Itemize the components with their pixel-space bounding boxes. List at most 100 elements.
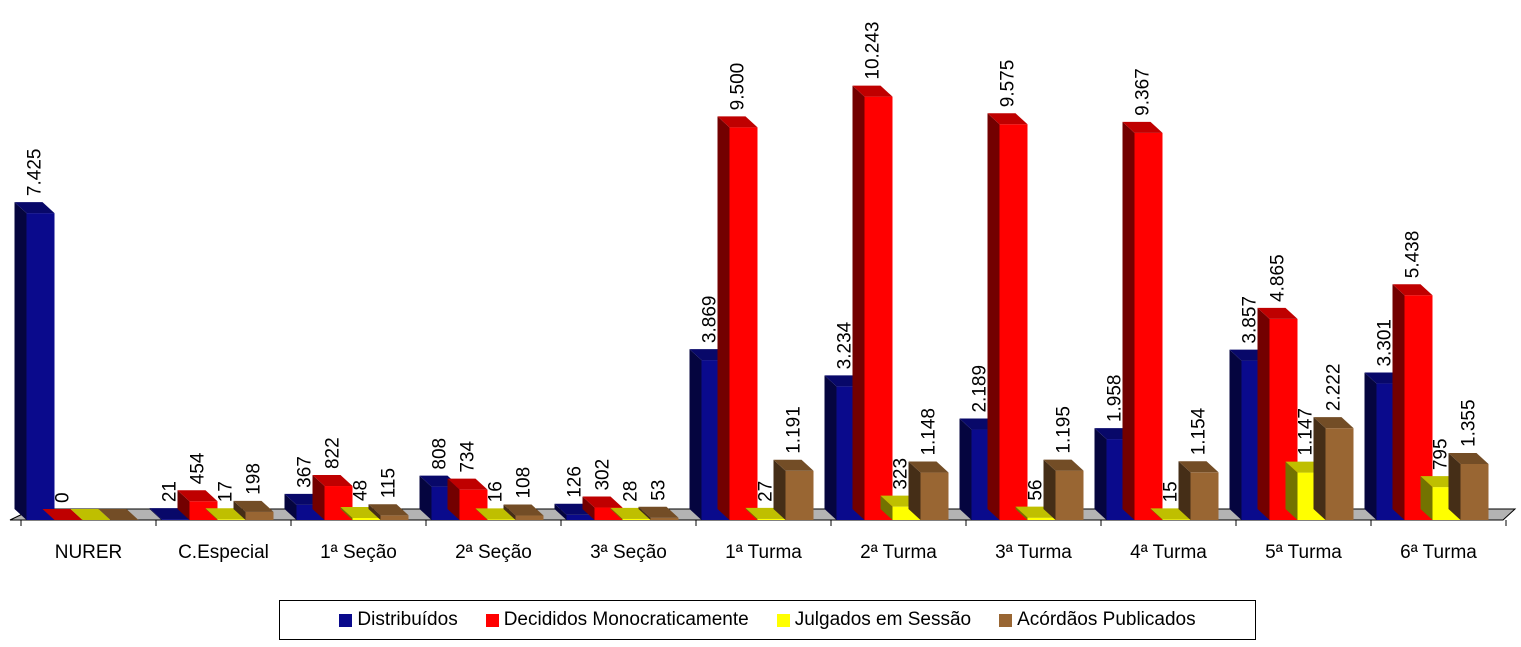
data-label: 0 bbox=[53, 492, 74, 503]
data-label: 21 bbox=[160, 481, 181, 502]
data-label: 2.222 bbox=[1324, 364, 1345, 412]
bar-0-4 bbox=[566, 514, 595, 520]
bar-2-7 bbox=[1027, 517, 1056, 520]
bar-top bbox=[205, 508, 246, 520]
legend-swatch bbox=[999, 613, 1013, 627]
bar-top bbox=[1313, 417, 1354, 429]
bar-1-8 bbox=[1134, 132, 1163, 520]
bar-side bbox=[852, 85, 865, 520]
bar-2-8 bbox=[1162, 519, 1191, 520]
data-label: 126 bbox=[565, 466, 586, 498]
data-label: 323 bbox=[891, 458, 912, 490]
data-label: 198 bbox=[244, 463, 265, 495]
bar-top bbox=[908, 461, 949, 473]
bar-flat bbox=[70, 509, 111, 520]
x-tick-label: 1ª Turma bbox=[725, 542, 802, 563]
bar-side bbox=[689, 349, 702, 520]
bar-top bbox=[852, 85, 893, 97]
x-tick-label: NURER bbox=[55, 542, 123, 563]
bar-top bbox=[1448, 452, 1489, 464]
x-tick-label: 4ª Turma bbox=[1130, 542, 1207, 563]
data-label: 3.234 bbox=[835, 321, 856, 369]
x-tick-label: 2ª Turma bbox=[860, 542, 937, 563]
bar-2-3 bbox=[487, 519, 516, 520]
data-label: 9.575 bbox=[998, 60, 1019, 108]
bar-flat bbox=[42, 509, 83, 520]
data-label: 2.189 bbox=[970, 365, 991, 413]
legend-swatch bbox=[485, 613, 499, 627]
bar-3-7 bbox=[1055, 470, 1084, 520]
legend-swatch bbox=[339, 613, 353, 627]
bar-side bbox=[368, 504, 381, 520]
legend-label: Acórdãos Publicados bbox=[1017, 609, 1196, 630]
data-label: 9.367 bbox=[1133, 68, 1154, 116]
bar-0-1 bbox=[161, 519, 190, 520]
bar-side bbox=[717, 116, 730, 520]
bar-side bbox=[582, 496, 595, 520]
bar-1-5 bbox=[729, 127, 758, 520]
bar-side bbox=[1257, 307, 1270, 520]
bar-side bbox=[1122, 121, 1135, 521]
data-label: 1.147 bbox=[1296, 408, 1317, 456]
bar-top bbox=[149, 508, 190, 520]
data-label: 734 bbox=[458, 441, 479, 473]
legend-item-distribuidos: Distribuídos bbox=[339, 609, 458, 631]
bar-side bbox=[987, 113, 1000, 520]
data-label: 1.191 bbox=[784, 406, 805, 454]
data-label: 3.857 bbox=[1240, 296, 1261, 344]
x-tick-label: 3ª Turma bbox=[995, 542, 1072, 563]
bar-2-5 bbox=[757, 518, 786, 520]
bar-3-8 bbox=[1190, 472, 1219, 520]
bar-top bbox=[1178, 461, 1219, 473]
bar-top bbox=[1150, 508, 1191, 520]
bar-side bbox=[959, 418, 972, 520]
data-label: 1.148 bbox=[919, 408, 940, 456]
bar-top bbox=[638, 506, 679, 518]
bar-side bbox=[1364, 372, 1377, 520]
bar-side bbox=[177, 490, 190, 520]
data-label: 53 bbox=[649, 480, 670, 501]
data-label: 822 bbox=[323, 437, 344, 469]
data-label: 28 bbox=[621, 481, 642, 502]
data-label: 1.355 bbox=[1459, 399, 1480, 447]
bar-side bbox=[1229, 349, 1242, 520]
legend: Distribuídos Decididos Monocraticamente … bbox=[279, 600, 1256, 640]
legend-item-julgados: Julgados em Sessão bbox=[776, 609, 972, 631]
bar-top bbox=[177, 490, 218, 502]
bar-3-5 bbox=[785, 470, 814, 520]
bar-2-1 bbox=[217, 519, 246, 520]
bar-side bbox=[1420, 476, 1433, 520]
bar-side bbox=[1094, 428, 1107, 520]
x-tick-label: 1ª Seção bbox=[320, 542, 397, 563]
bar-side bbox=[312, 475, 325, 520]
bar-top bbox=[312, 475, 353, 487]
legend-item-decididos: Decididos Monocraticamente bbox=[485, 609, 749, 631]
bar-top bbox=[368, 504, 409, 516]
data-label: 115 bbox=[379, 468, 400, 498]
bar-side bbox=[1178, 461, 1191, 520]
bar-side bbox=[554, 503, 567, 520]
data-label: 795 bbox=[1431, 438, 1452, 470]
data-label: 454 bbox=[188, 452, 209, 484]
legend-label: Julgados em Sessão bbox=[794, 609, 972, 630]
bar-side bbox=[773, 459, 786, 520]
bar-side bbox=[1392, 284, 1405, 520]
bar-side bbox=[745, 507, 758, 520]
data-label: 5.438 bbox=[1403, 231, 1424, 279]
bar-3-6 bbox=[920, 472, 949, 520]
bar-side bbox=[610, 507, 623, 520]
bar-chart-svg: 7.425 0 NURER 21 454 17 198 C.Especial 367 822 48 1… bbox=[9, 21, 1517, 563]
bar-side bbox=[1448, 452, 1461, 520]
bar-side bbox=[1313, 417, 1326, 520]
bar-3-9 bbox=[1325, 428, 1354, 520]
bar-top bbox=[717, 116, 758, 128]
bar-3-2 bbox=[380, 515, 409, 520]
data-label: 367 bbox=[295, 456, 316, 488]
data-label: 4.865 bbox=[1268, 254, 1289, 302]
bar-2-4 bbox=[622, 518, 651, 520]
bar-3-4 bbox=[650, 517, 679, 520]
bar-side bbox=[1285, 461, 1298, 520]
bar-1-7 bbox=[999, 124, 1028, 520]
data-label: 1.958 bbox=[1105, 375, 1126, 423]
bar-top bbox=[987, 113, 1028, 125]
